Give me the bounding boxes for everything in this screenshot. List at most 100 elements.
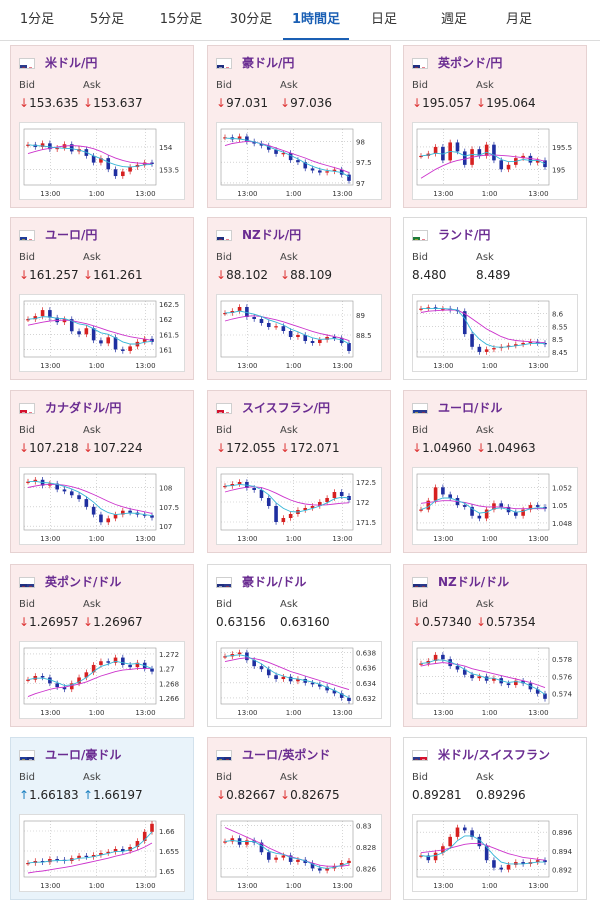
candlestick-chart[interactable]: 0.83 0.828 0.826 13:00 1:00 13:00 [216, 814, 382, 892]
bid-price: 1.66183 [29, 788, 79, 802]
tab-1hour[interactable]: 1時間足 [283, 0, 349, 40]
candle-body [91, 855, 96, 857]
pair-title[interactable]: ユーロ/ドル [438, 401, 503, 415]
chart-svg: 162.5 162 161.5 161 13:00 1:00 13:00 [23, 300, 179, 370]
ask-label: Ask [280, 252, 298, 263]
pair-title[interactable]: NZドル/円 [242, 228, 302, 242]
chart-svg: 0.638 0.636 0.634 0.632 13:00 1:00 13:00 [220, 647, 377, 717]
currency-card-nzdusd[interactable]: NZドル/ドル Bid Ask ↓0.57340 ↓0.57354 0.578 0.576 0… [403, 564, 587, 727]
currency-card-usdjpy[interactable]: 米ドル/円 Bid Ask ↓153.635 ↓153.637 154 153.5 13:00… [10, 45, 194, 208]
y-tick-label: 107 [159, 523, 172, 531]
ask-value: ↓161.261 [83, 268, 143, 282]
currency-card-cadjpy[interactable]: カナダドル/円 Bid Ask ↓107.218 ↓107.224 108 107.5 107… [10, 390, 194, 553]
y-tick-label: 108 [159, 485, 172, 493]
tab-5min[interactable]: 5分足 [89, 12, 125, 27]
pair-title[interactable]: 豪ドル/ドル [242, 575, 307, 589]
currency-card-zarjpy[interactable]: ランド/円 Bid Ask 8.480 8.489 8.6 8.55 8.5 8.45 13:00… [403, 217, 587, 380]
candle-body [296, 335, 300, 337]
candle-body [237, 482, 242, 484]
candlestick-chart[interactable]: 195.5 195 13:00 1:00 13:00 [412, 122, 578, 200]
candle-body [419, 308, 423, 310]
pair-title[interactable]: 英ポンド/円 [438, 56, 503, 70]
tab-30min[interactable]: 30分足 [229, 12, 273, 27]
candle-body [128, 847, 132, 851]
candle-body [325, 868, 329, 871]
currency-card-usdchf[interactable]: 米ドル/スイスフラン Bid Ask 0.89281 0.89296 0.896 0.894… [403, 737, 587, 900]
bid-label: Bid [19, 599, 35, 610]
bid-value: ↓161.257 [19, 268, 79, 282]
candle-body [470, 506, 474, 516]
pair-title[interactable]: NZドル/ドル [438, 575, 510, 589]
candle-body [347, 174, 351, 181]
candle-body [318, 868, 322, 871]
candle-body [55, 147, 59, 150]
candlestick-chart[interactable]: 108 107.5 107 13:00 1:00 13:00 [19, 467, 185, 545]
tab-monthly[interactable]: 月足 [505, 12, 532, 27]
x-tick-label: 1:00 [482, 535, 498, 543]
tab-15min[interactable]: 15分足 [159, 12, 203, 27]
currency-card-eurusd[interactable]: ユーロ/ドル Bid Ask ↓1.04960 ↓1.04963 1.052 1.05 1.0… [403, 390, 587, 553]
pair-title[interactable]: カナダドル/円 [45, 401, 122, 415]
candlestick-chart[interactable]: 1.052 1.05 1.048 13:00 1:00 13:00 [412, 467, 578, 545]
candle-body [230, 311, 235, 313]
pair-title[interactable]: ユーロ/英ポンド [242, 748, 331, 762]
bid-price: 107.218 [29, 441, 79, 455]
candlestick-chart[interactable]: 154 153.5 13:00 1:00 13:00 [19, 122, 185, 200]
candle-body [339, 338, 344, 343]
pair-title[interactable]: 英ポンド/ドル [45, 575, 122, 589]
candle-body [426, 307, 431, 309]
currency-card-chfjpy[interactable]: スイスフラン/円 Bid Ask ↓172.055 ↓172.071 172.5 172 17… [207, 390, 391, 553]
candlestick-chart[interactable]: 0.896 0.894 0.892 13:00 1:00 13:00 [412, 814, 578, 892]
candlestick-chart[interactable]: 89 88.5 13:00 1:00 13:00 [216, 294, 382, 372]
candle-body [26, 319, 30, 321]
tab-1min[interactable]: 1分足 [19, 12, 55, 27]
candle-body [506, 683, 511, 686]
currency-card-euraud[interactable]: ユーロ/豪ドル Bid Ask ↑1.66183 ↑1.66197 1.66 1.655 1.… [10, 737, 194, 900]
plot-frame [220, 300, 354, 358]
candlestick-chart[interactable]: 162.5 162 161.5 161 13:00 1:00 13:00 [19, 294, 185, 372]
down-arrow-icon: ↓ [19, 96, 30, 110]
tab-weekly[interactable]: 週足 [440, 12, 467, 27]
moving-average-long [27, 145, 153, 165]
down-arrow-icon: ↓ [476, 441, 487, 455]
candle-body [252, 317, 256, 319]
down-arrow-icon: ↓ [216, 268, 227, 282]
currency-card-eurjpy[interactable]: ユーロ/円 Bid Ask ↓161.257 ↓161.261 162.5 162 161.5… [10, 217, 194, 380]
x-tick-label: 13:00 [135, 362, 155, 370]
pair-title[interactable]: ランド/円 [438, 228, 491, 242]
bid-label: Bid [216, 772, 232, 783]
currency-card-audjpy[interactable]: 豪ドル/円 Bid Ask ↓97.031 ↓97.036 98 97.5 97 13:00 1:… [207, 45, 391, 208]
candlestick-chart[interactable]: 1.66 1.655 1.65 13:00 1:00 13:00 [19, 814, 185, 892]
candle-body [492, 860, 496, 868]
currency-card-eurgbp[interactable]: ユーロ/英ポンド Bid Ask ↓0.82667 ↓0.82675 0.83 0.828 0… [207, 737, 391, 900]
candlestick-chart[interactable]: 0.578 0.576 0.574 13:00 1:00 13:00 [412, 641, 578, 719]
pair-title[interactable]: 米ドル/円 [45, 56, 98, 70]
pair-title[interactable]: ユーロ/豪ドル [45, 748, 122, 762]
tab-daily[interactable]: 日足 [370, 12, 397, 27]
candlestick-chart[interactable]: 1.272 1.27 1.268 1.266 13:00 1:00 13:00 [19, 641, 185, 719]
candlestick-chart[interactable]: 98 97.5 97 13:00 1:00 13:00 [216, 122, 382, 200]
currency-card-gbpusd[interactable]: 英ポンド/ドル Bid Ask ↓1.26957 ↓1.26967 1.272 1.27 1.… [10, 564, 194, 727]
candlestick-chart[interactable]: 172.5 172 171.5 13:00 1:00 13:00 [216, 467, 382, 545]
currency-card-audusd[interactable]: 豪ドル/ドル Bid Ask 0.63156 0.63160 0.638 0.636 0.63… [207, 564, 391, 727]
currency-card-gbpjpy[interactable]: 英ポンド/円 Bid Ask ↓195.057 ↓195.064 195.5 195 13:0… [403, 45, 587, 208]
currency-card-nzdjpy[interactable]: NZドル/円 Bid Ask ↓88.102 ↓88.109 89 88.5 13:00 1:0… [207, 217, 391, 380]
pair-title[interactable]: 豪ドル/円 [242, 56, 295, 70]
pair-title[interactable]: 米ドル/スイスフラン [438, 748, 551, 762]
candle-body [99, 853, 103, 855]
down-arrow-icon: ↓ [83, 96, 94, 110]
chart-svg: 1.66 1.655 1.65 13:00 1:00 13:00 [23, 820, 179, 890]
candlestick-chart[interactable]: 8.6 8.55 8.5 8.45 13:00 1:00 13:00 [412, 294, 578, 372]
ask-label: Ask [476, 599, 494, 610]
down-arrow-icon: ↓ [280, 268, 291, 282]
candle-body [266, 498, 271, 506]
pair-title[interactable]: ユーロ/円 [45, 228, 98, 242]
candle-body [484, 144, 489, 156]
candle-body [332, 337, 337, 339]
candle-body [499, 867, 504, 870]
candle-body [484, 349, 489, 352]
pair-title[interactable]: スイスフラン/円 [242, 401, 331, 415]
y-tick-label: 97 [356, 180, 365, 188]
y-tick-label: 195 [552, 166, 565, 174]
candlestick-chart[interactable]: 0.638 0.636 0.634 0.632 13:00 1:00 13:00 [216, 641, 382, 719]
